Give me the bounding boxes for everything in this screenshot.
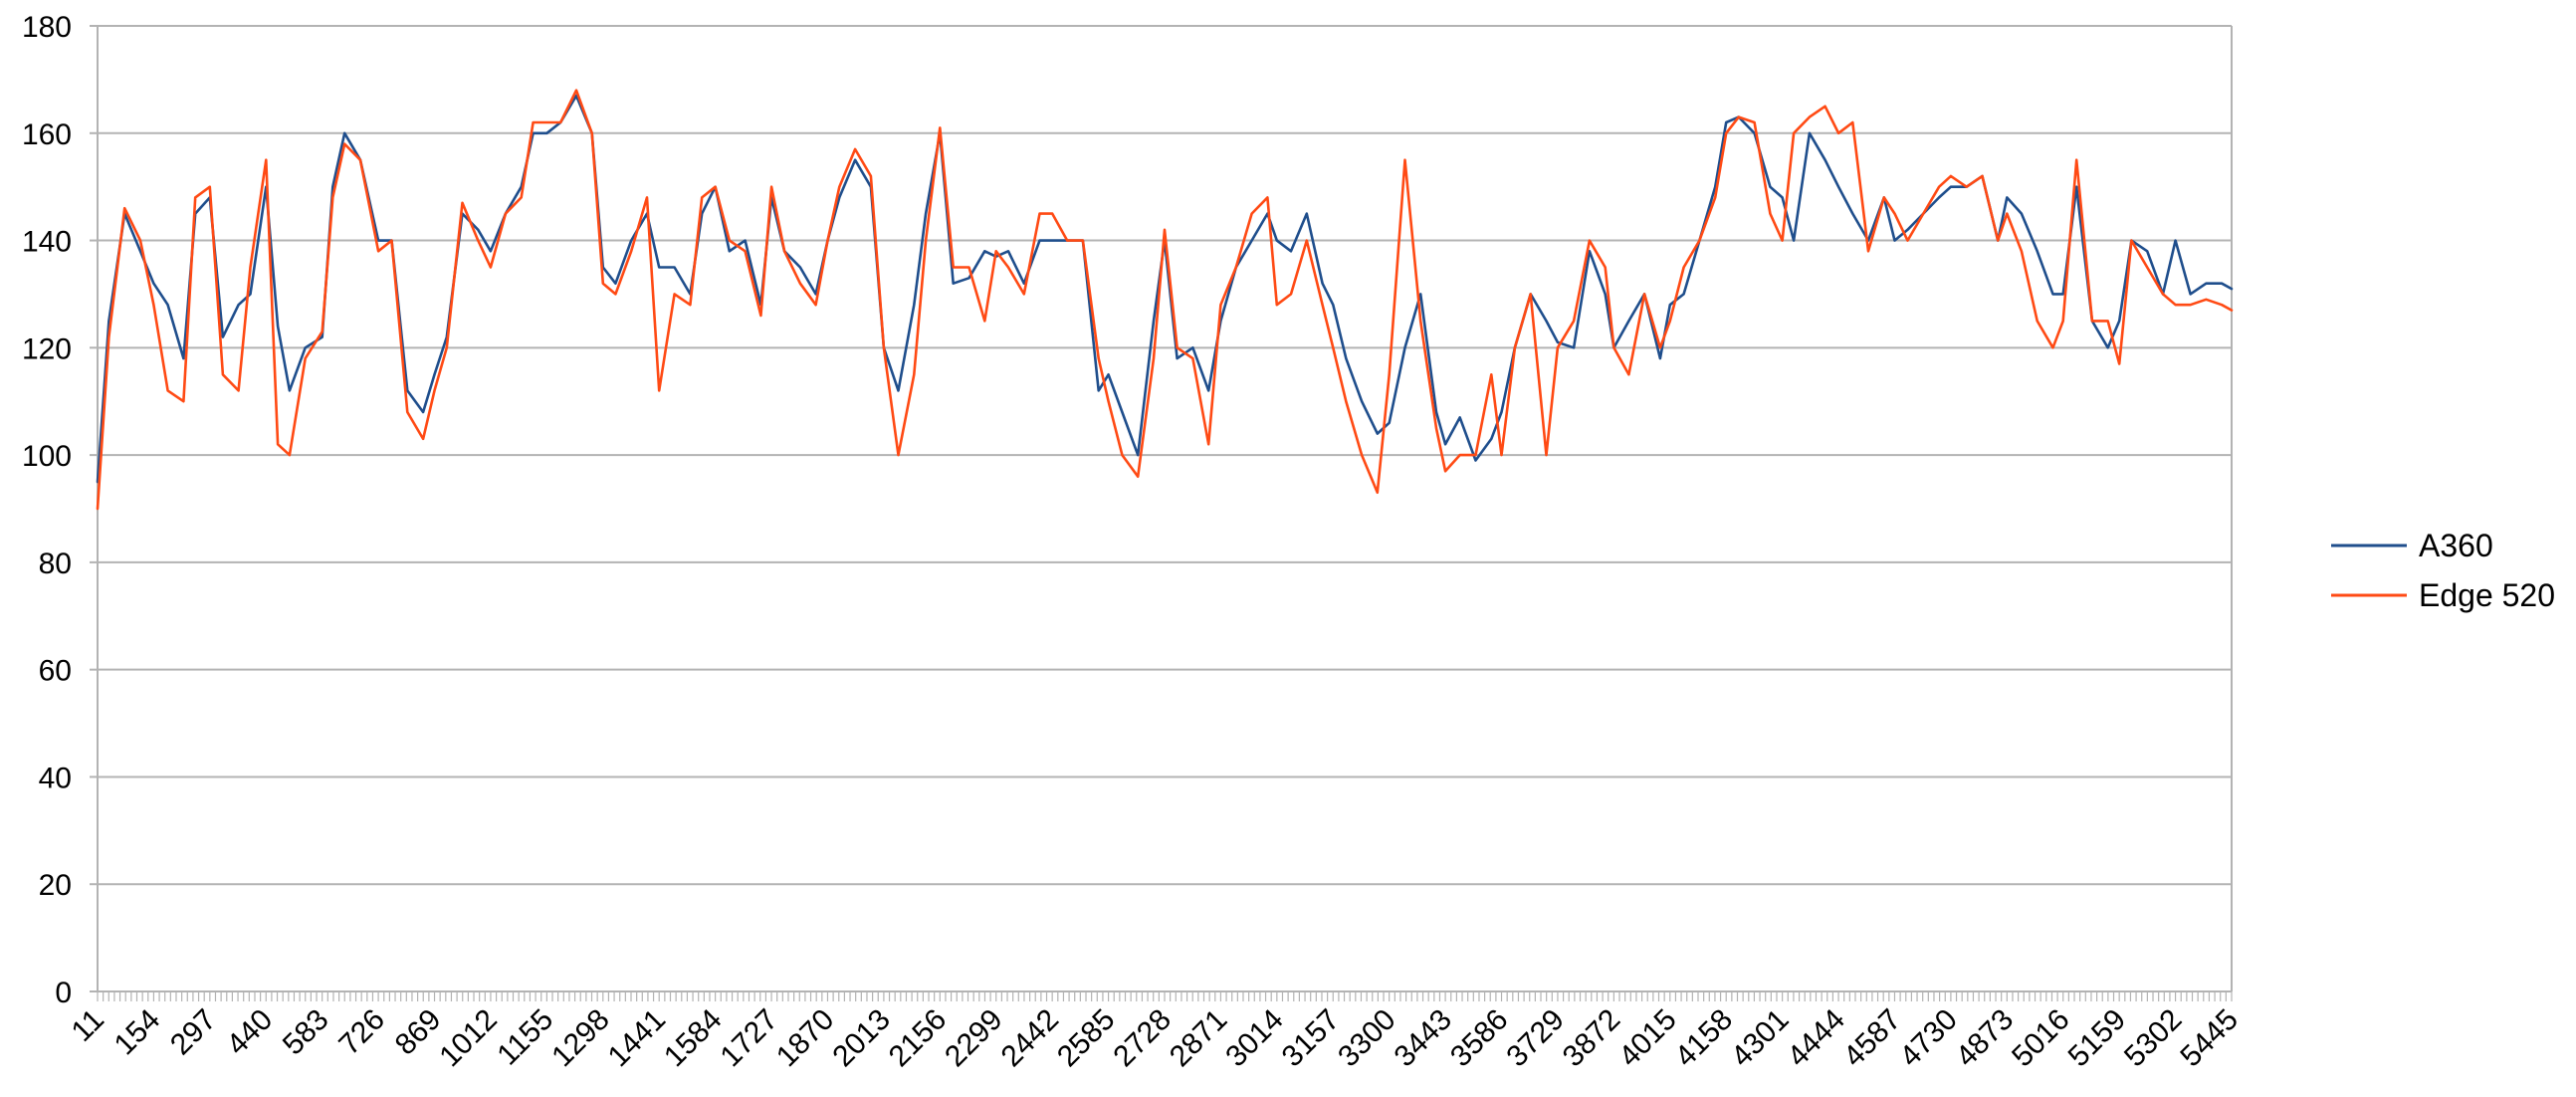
y-tick-label: 0 — [55, 977, 72, 1009]
y-tick-label: 160 — [22, 118, 72, 151]
x-tick-label: 5445 — [2174, 1003, 2245, 1074]
x-tick-label: 5302 — [2118, 1003, 2189, 1074]
x-tick-label: 2442 — [995, 1003, 1066, 1074]
x-tick-label: 4444 — [1781, 1003, 1851, 1074]
x-tick-label: 1870 — [770, 1003, 841, 1074]
legend: A360 Edge 520 — [2331, 528, 2555, 613]
x-tick-label: 4015 — [1612, 1003, 1683, 1074]
x-tick-label: 5016 — [2006, 1003, 2076, 1074]
x-tick-label: 583 — [277, 1003, 335, 1062]
x-tick-label: 1441 — [602, 1003, 673, 1074]
x-tick-label: 3729 — [1500, 1003, 1571, 1074]
y-tick-label: 100 — [22, 440, 72, 473]
x-axis: 1115429744058372686910121155129814411584… — [66, 990, 2245, 1074]
x-tick-label: 2728 — [1107, 1003, 1178, 1074]
x-tick-label: 1727 — [714, 1003, 784, 1074]
x-tick-label: 1012 — [433, 1003, 504, 1074]
x-tick-label: 1155 — [491, 1003, 559, 1072]
x-tick-label: 1298 — [545, 1003, 616, 1074]
x-tick-label: 11 — [66, 1003, 110, 1048]
x-tick-label: 2871 — [1164, 1003, 1234, 1074]
x-tick-label: 3586 — [1444, 1003, 1515, 1074]
y-tick-label: 180 — [22, 11, 72, 44]
x-tick-label: 3443 — [1389, 1003, 1459, 1074]
x-tick-label: 4587 — [1837, 1003, 1908, 1074]
y-tick-label: 140 — [22, 226, 72, 259]
x-tick-label: 4873 — [1950, 1003, 2021, 1074]
x-tick-label: 2299 — [939, 1003, 1009, 1074]
gridlines — [97, 25, 2233, 992]
x-tick-label: 2156 — [883, 1003, 954, 1074]
x-tick-label: 4730 — [1893, 1003, 1964, 1074]
y-tick-label: 120 — [22, 332, 72, 365]
x-tick-label: 3872 — [1557, 1003, 1627, 1074]
x-tick-label: 4301 — [1725, 1003, 1796, 1074]
y-tick-label: 40 — [39, 762, 72, 794]
y-tick-label: 80 — [39, 548, 72, 580]
x-tick-label: 297 — [164, 1003, 223, 1062]
x-tick-label: 154 — [108, 1003, 167, 1062]
series-group — [96, 89, 2234, 511]
series-line-a360 — [96, 94, 2234, 484]
x-tick-label: 4158 — [1669, 1003, 1740, 1074]
series-line-edge-520 — [96, 89, 2234, 511]
x-tick-label: 2585 — [1051, 1003, 1122, 1074]
y-tick-label: 60 — [39, 655, 72, 688]
x-tick-label: 3157 — [1276, 1003, 1347, 1074]
x-tick-label: 2013 — [826, 1003, 897, 1074]
x-tick-label: 3300 — [1332, 1003, 1402, 1074]
x-tick-label: 3014 — [1219, 1003, 1290, 1074]
legend-entry: Edge 520 — [2419, 577, 2555, 613]
y-tick-label: 20 — [39, 869, 72, 902]
x-tick-label: 440 — [220, 1003, 279, 1062]
x-tick-label: 726 — [332, 1003, 391, 1062]
legend-entry: A360 — [2419, 528, 2493, 563]
y-axis: 0 20 40 60 80 100 120 140 160 180 — [22, 11, 98, 1009]
x-tick-label: 1584 — [658, 1003, 729, 1074]
x-tick-label: 5159 — [2062, 1003, 2133, 1074]
